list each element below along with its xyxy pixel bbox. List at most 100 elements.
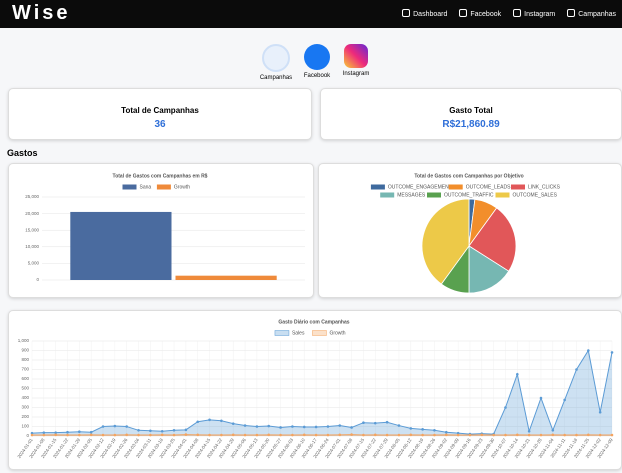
point — [101, 425, 105, 428]
point — [42, 433, 46, 437]
point — [137, 429, 140, 432]
point — [362, 421, 365, 425]
point — [66, 433, 69, 437]
point — [433, 433, 436, 437]
point — [243, 424, 247, 427]
point — [326, 433, 330, 437]
point — [149, 429, 152, 433]
y-tick-label: 5,000 — [28, 261, 40, 266]
chart-title: Gasto Diário com Campanhas — [278, 319, 349, 325]
point — [302, 425, 306, 429]
point — [539, 433, 543, 437]
point — [444, 430, 448, 434]
platform[interactable]: Facebook — [297, 44, 337, 79]
legend-swatch — [380, 192, 395, 198]
point — [113, 424, 117, 428]
point — [421, 433, 424, 437]
nav-link[interactable]: Campanhas — [567, 9, 616, 18]
point — [125, 433, 128, 437]
brand[interactable]: Wise — [12, 2, 71, 24]
legend-swatch — [370, 184, 385, 190]
point — [433, 429, 436, 432]
pie-slice — [421, 198, 470, 285]
pie-slice — [468, 245, 510, 294]
nav-link[interactable]: Instagram — [513, 9, 555, 18]
legend-label: Sana — [140, 184, 152, 190]
point — [255, 425, 259, 428]
y-tick-label: 600 — [21, 376, 29, 381]
point — [444, 433, 448, 437]
y-tick-label: 10,000 — [25, 244, 39, 249]
y-tick-label: 200 — [21, 414, 29, 419]
area — [32, 350, 612, 436]
platform[interactable]: Instagram — [336, 44, 376, 77]
point — [527, 433, 531, 437]
point — [362, 433, 365, 437]
card-value: R$21,860.89 — [442, 119, 500, 130]
platform[interactable]: Campanhas — [256, 44, 296, 81]
y-tick-label: 15,000 — [25, 227, 39, 232]
point — [326, 425, 330, 428]
point — [314, 433, 318, 437]
nav-link[interactable]: Facebook — [459, 9, 501, 18]
card-label: Gasto Total — [449, 106, 493, 115]
point — [172, 429, 176, 432]
legend-swatch — [156, 184, 171, 190]
point — [598, 433, 602, 437]
card-label: Total de Campanhas — [121, 106, 199, 115]
point — [101, 433, 105, 437]
point — [30, 431, 34, 435]
point — [78, 430, 81, 434]
point — [397, 433, 401, 437]
point — [160, 429, 164, 433]
point — [66, 430, 69, 434]
point — [220, 433, 223, 437]
point — [480, 433, 484, 437]
point — [113, 433, 117, 437]
point — [409, 433, 413, 437]
point — [575, 368, 578, 371]
point — [527, 429, 531, 433]
point — [78, 433, 81, 437]
point — [255, 433, 259, 437]
point — [196, 433, 200, 437]
legend-label: Sales — [292, 330, 305, 336]
point — [587, 349, 590, 352]
nav-link[interactable]: Dashboard — [402, 9, 447, 18]
legend-label: Growth — [174, 184, 190, 190]
point — [54, 433, 57, 437]
legend-label: Growth — [329, 330, 345, 336]
legend-swatch — [448, 184, 463, 190]
point — [338, 433, 342, 437]
legend-swatch — [122, 184, 137, 190]
legend-swatch — [274, 330, 290, 336]
point — [456, 431, 460, 435]
y-tick-label: 900 — [21, 348, 29, 353]
point — [516, 372, 519, 376]
point — [397, 424, 401, 427]
point — [598, 410, 602, 414]
point — [267, 433, 271, 437]
stat-card: Gasto Total R$21,860.89 — [320, 88, 622, 140]
platform-label: Campanhas — [259, 75, 293, 81]
point — [279, 433, 282, 437]
point — [291, 433, 294, 437]
point — [42, 431, 46, 434]
point — [172, 433, 176, 437]
point — [314, 425, 318, 429]
point — [373, 433, 377, 437]
y-tick-label: 1,000 — [18, 338, 30, 343]
navbar: Wise Dashboard Facebook Instagram Campan… — [0, 0, 622, 28]
legend-swatch — [511, 184, 525, 190]
point — [551, 429, 555, 432]
point — [208, 418, 211, 422]
chart-title: Total de Gastos com Campanhas em R$ — [113, 173, 208, 179]
legend-label: OUTCOME_SALES — [513, 192, 558, 198]
point — [149, 433, 152, 437]
card-value: 36 — [154, 119, 166, 130]
legend-label: MESSAGES — [397, 192, 426, 198]
point — [208, 433, 211, 437]
bar — [70, 211, 172, 280]
